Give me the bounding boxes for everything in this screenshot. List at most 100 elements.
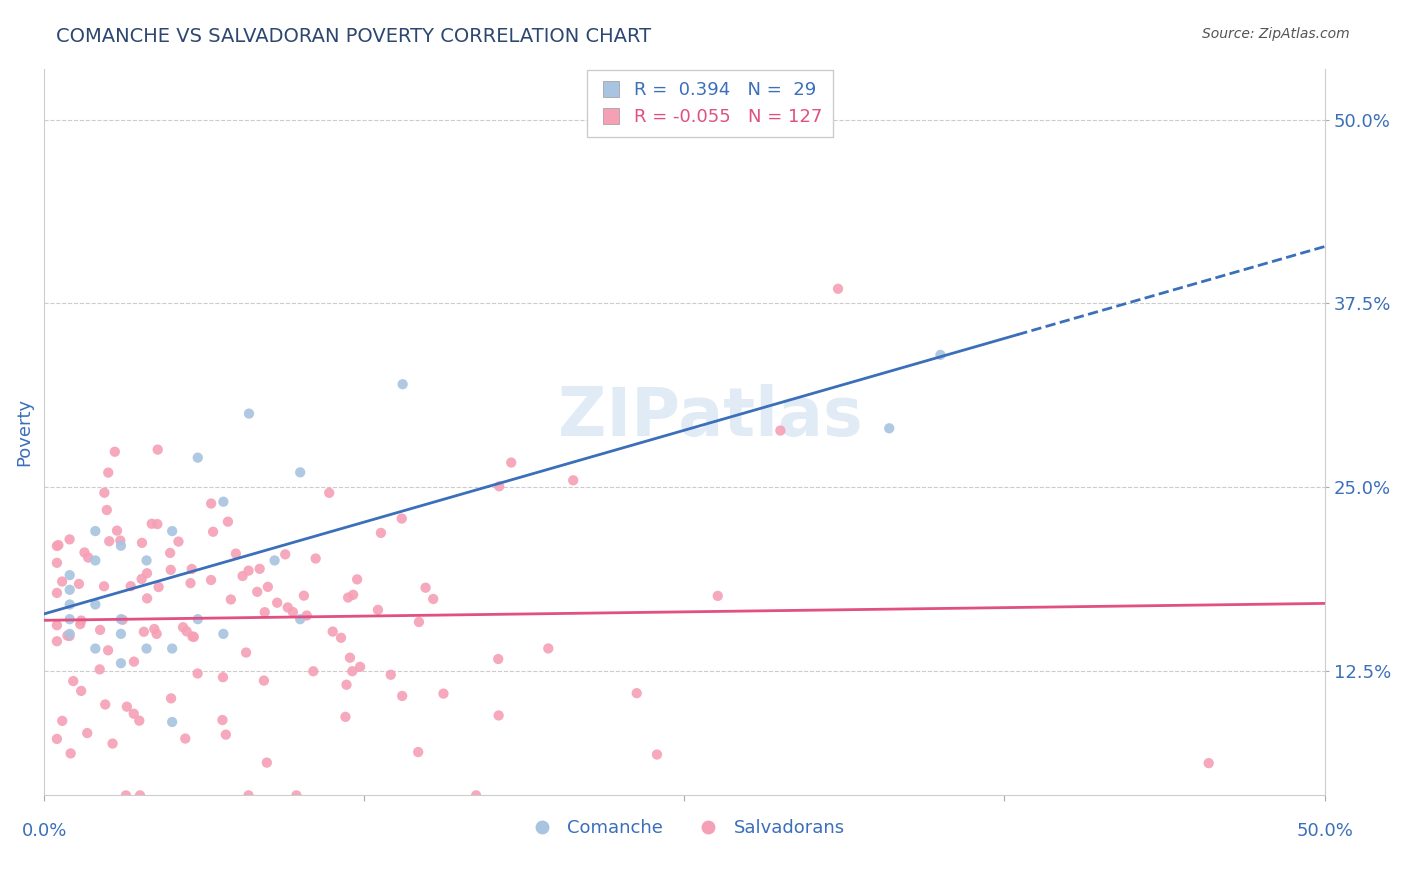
- Point: [84, 553, 107, 567]
- Point: [73, 545, 96, 559]
- Point: [415, 581, 437, 595]
- Point: [187, 450, 209, 465]
- Point: [59, 598, 82, 612]
- Point: [1198, 756, 1220, 771]
- Point: [98, 534, 121, 549]
- Point: [537, 641, 560, 656]
- Legend: Comanche, Salvadorans: Comanche, Salvadorans: [517, 812, 852, 845]
- Point: [110, 657, 132, 671]
- Point: [110, 533, 132, 548]
- Point: [202, 524, 225, 539]
- Point: [249, 562, 271, 576]
- Point: [342, 588, 364, 602]
- Text: COMANCHE VS SALVADORAN POVERTY CORRELATION CHART: COMANCHE VS SALVADORAN POVERTY CORRELATI…: [56, 27, 651, 45]
- Point: [391, 511, 413, 525]
- Point: [131, 572, 153, 586]
- Point: [141, 516, 163, 531]
- Point: [89, 623, 111, 637]
- Text: Source: ZipAtlas.com: Source: ZipAtlas.com: [1202, 27, 1350, 41]
- Point: [174, 731, 197, 746]
- Point: [465, 789, 488, 803]
- Point: [295, 608, 318, 623]
- Point: [111, 613, 134, 627]
- Point: [180, 576, 202, 591]
- Point: [160, 691, 183, 706]
- Point: [187, 666, 209, 681]
- Point: [408, 615, 430, 629]
- Point: [626, 686, 648, 700]
- Point: [160, 714, 183, 729]
- Point: [253, 605, 276, 619]
- Point: [256, 756, 278, 770]
- Point: [146, 442, 169, 457]
- Point: [827, 282, 849, 296]
- Point: [45, 634, 67, 648]
- Point: [281, 605, 304, 619]
- Point: [180, 562, 202, 576]
- Point: [562, 473, 585, 487]
- Point: [212, 494, 235, 508]
- Point: [337, 591, 360, 605]
- Point: [238, 407, 260, 421]
- Point: [238, 789, 260, 803]
- Point: [305, 551, 328, 566]
- Point: [59, 747, 82, 761]
- Point: [136, 591, 159, 606]
- Point: [159, 546, 181, 560]
- Point: [212, 670, 235, 684]
- Point: [335, 710, 357, 724]
- Point: [929, 348, 952, 362]
- Point: [370, 525, 392, 540]
- Point: [62, 674, 84, 689]
- Point: [367, 603, 389, 617]
- Point: [246, 584, 269, 599]
- Point: [380, 667, 402, 681]
- Point: [406, 745, 429, 759]
- Point: [290, 466, 312, 480]
- Point: [215, 728, 238, 742]
- Point: [432, 687, 454, 701]
- Point: [96, 503, 118, 517]
- Point: [136, 566, 159, 581]
- Point: [56, 629, 79, 643]
- Point: [131, 536, 153, 550]
- Point: [146, 517, 169, 532]
- Point: [105, 524, 128, 538]
- Point: [160, 524, 183, 538]
- Point: [110, 539, 132, 553]
- Point: [115, 699, 138, 714]
- Point: [263, 553, 285, 567]
- Point: [211, 713, 233, 727]
- Point: [93, 485, 115, 500]
- Point: [145, 627, 167, 641]
- Point: [129, 789, 152, 803]
- Point: [318, 486, 340, 500]
- Point: [45, 556, 67, 570]
- Point: [122, 655, 145, 669]
- Point: [135, 641, 157, 656]
- Point: [76, 726, 98, 740]
- Point: [97, 466, 120, 480]
- Point: [58, 629, 80, 643]
- Point: [101, 737, 124, 751]
- Point: [877, 421, 900, 435]
- Point: [45, 731, 67, 746]
- Point: [183, 630, 205, 644]
- Text: 50.0%: 50.0%: [1296, 822, 1353, 840]
- Point: [501, 456, 523, 470]
- Point: [391, 689, 413, 703]
- Point: [235, 646, 257, 660]
- Point: [488, 479, 510, 493]
- Point: [59, 568, 82, 582]
- Point: [339, 650, 361, 665]
- Point: [59, 533, 82, 547]
- Point: [45, 539, 67, 553]
- Point: [84, 524, 107, 538]
- Point: [322, 624, 344, 639]
- Point: [342, 664, 364, 678]
- Point: [176, 624, 198, 639]
- Text: 0.0%: 0.0%: [21, 822, 67, 840]
- Point: [488, 708, 510, 723]
- Point: [143, 622, 166, 636]
- Point: [70, 614, 93, 628]
